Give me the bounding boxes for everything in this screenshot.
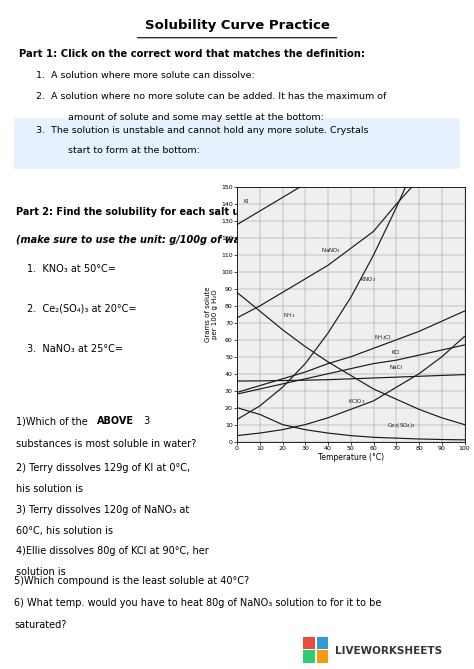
X-axis label: Temperature (°C): Temperature (°C) bbox=[318, 454, 384, 462]
Text: NH$_4$Cl: NH$_4$Cl bbox=[374, 332, 391, 342]
Text: 3.  The solution is unstable and cannot hold any more solute. Crystals: 3. The solution is unstable and cannot h… bbox=[36, 126, 369, 134]
Text: 2.  Ce₂(SO₄)₃ at 20°C=: 2. Ce₂(SO₄)₃ at 20°C= bbox=[27, 304, 137, 314]
Text: 6) What temp. would you have to heat 80g of NaNO₃ solution to for it to be: 6) What temp. would you have to heat 80g… bbox=[14, 598, 382, 608]
Text: KCl: KCl bbox=[392, 350, 400, 355]
Text: 3) Terry dissolves 120g of NaNO₃ at: 3) Terry dissolves 120g of NaNO₃ at bbox=[17, 504, 190, 514]
Text: substances is most soluble in water?: substances is most soluble in water? bbox=[17, 439, 197, 449]
Text: 5)Which compound is the least soluble at 40°C?: 5)Which compound is the least soluble at… bbox=[14, 576, 249, 586]
Text: KClO$_3$: KClO$_3$ bbox=[348, 397, 366, 406]
FancyBboxPatch shape bbox=[10, 118, 460, 169]
Text: 1.  KNO₃ at 50°C=: 1. KNO₃ at 50°C= bbox=[27, 264, 116, 274]
Text: NH$_3$: NH$_3$ bbox=[283, 310, 295, 320]
Text: 3: 3 bbox=[141, 416, 150, 426]
Text: KI: KI bbox=[244, 199, 249, 204]
Text: Ce$_2$(SO$_4$)$_3$: Ce$_2$(SO$_4$)$_3$ bbox=[387, 421, 416, 429]
Text: amount of solute and some may settle at the bottom:: amount of solute and some may settle at … bbox=[68, 112, 324, 122]
Bar bbox=[303, 650, 315, 662]
Text: Part 1: Click on the correct word that matches the definition:: Part 1: Click on the correct word that m… bbox=[18, 49, 365, 59]
Text: 3.  NaNO₃ at 25°C=: 3. NaNO₃ at 25°C= bbox=[27, 344, 123, 354]
Text: solution is: solution is bbox=[17, 567, 66, 577]
Text: saturated?: saturated? bbox=[14, 619, 66, 630]
Text: his solution is: his solution is bbox=[17, 484, 83, 494]
Text: 4)Ellie dissolves 80g of KCl at 90°C, her: 4)Ellie dissolves 80g of KCl at 90°C, he… bbox=[17, 547, 209, 557]
Text: Part 2: Find the solubility for each salt using the Solubility Curve.: Part 2: Find the solubility for each sal… bbox=[17, 207, 380, 217]
Y-axis label: Grams of solute
per 100 g H₂O: Grams of solute per 100 g H₂O bbox=[205, 287, 219, 342]
Text: 1)Which of the: 1)Which of the bbox=[17, 416, 91, 426]
Text: LIVEWORKSHEETS: LIVEWORKSHEETS bbox=[335, 646, 442, 656]
Text: 2) Terry dissolves 129g of KI at 0°C,: 2) Terry dissolves 129g of KI at 0°C, bbox=[17, 463, 191, 473]
Text: KNO$_3$: KNO$_3$ bbox=[360, 275, 376, 284]
Text: 2.  A solution where no more solute can be added. It has the maximum of: 2. A solution where no more solute can b… bbox=[36, 92, 387, 101]
Text: ABOVE: ABOVE bbox=[97, 416, 134, 426]
Text: NaNO$_3$: NaNO$_3$ bbox=[321, 246, 341, 255]
Text: 60°C, his solution is: 60°C, his solution is bbox=[17, 526, 113, 536]
Bar bbox=[317, 650, 328, 662]
Bar bbox=[303, 637, 315, 649]
Text: Solubility Curve Practice: Solubility Curve Practice bbox=[145, 19, 329, 32]
Text: start to form at the bottom:: start to form at the bottom: bbox=[68, 147, 200, 155]
Text: 1.  A solution where more solute can dissolve:: 1. A solution where more solute can diss… bbox=[36, 72, 255, 80]
Text: NaCl: NaCl bbox=[390, 365, 402, 371]
Bar bbox=[317, 637, 328, 649]
Text: (make sure to use the unit: g/100g of water): (make sure to use the unit: g/100g of wa… bbox=[17, 235, 261, 246]
